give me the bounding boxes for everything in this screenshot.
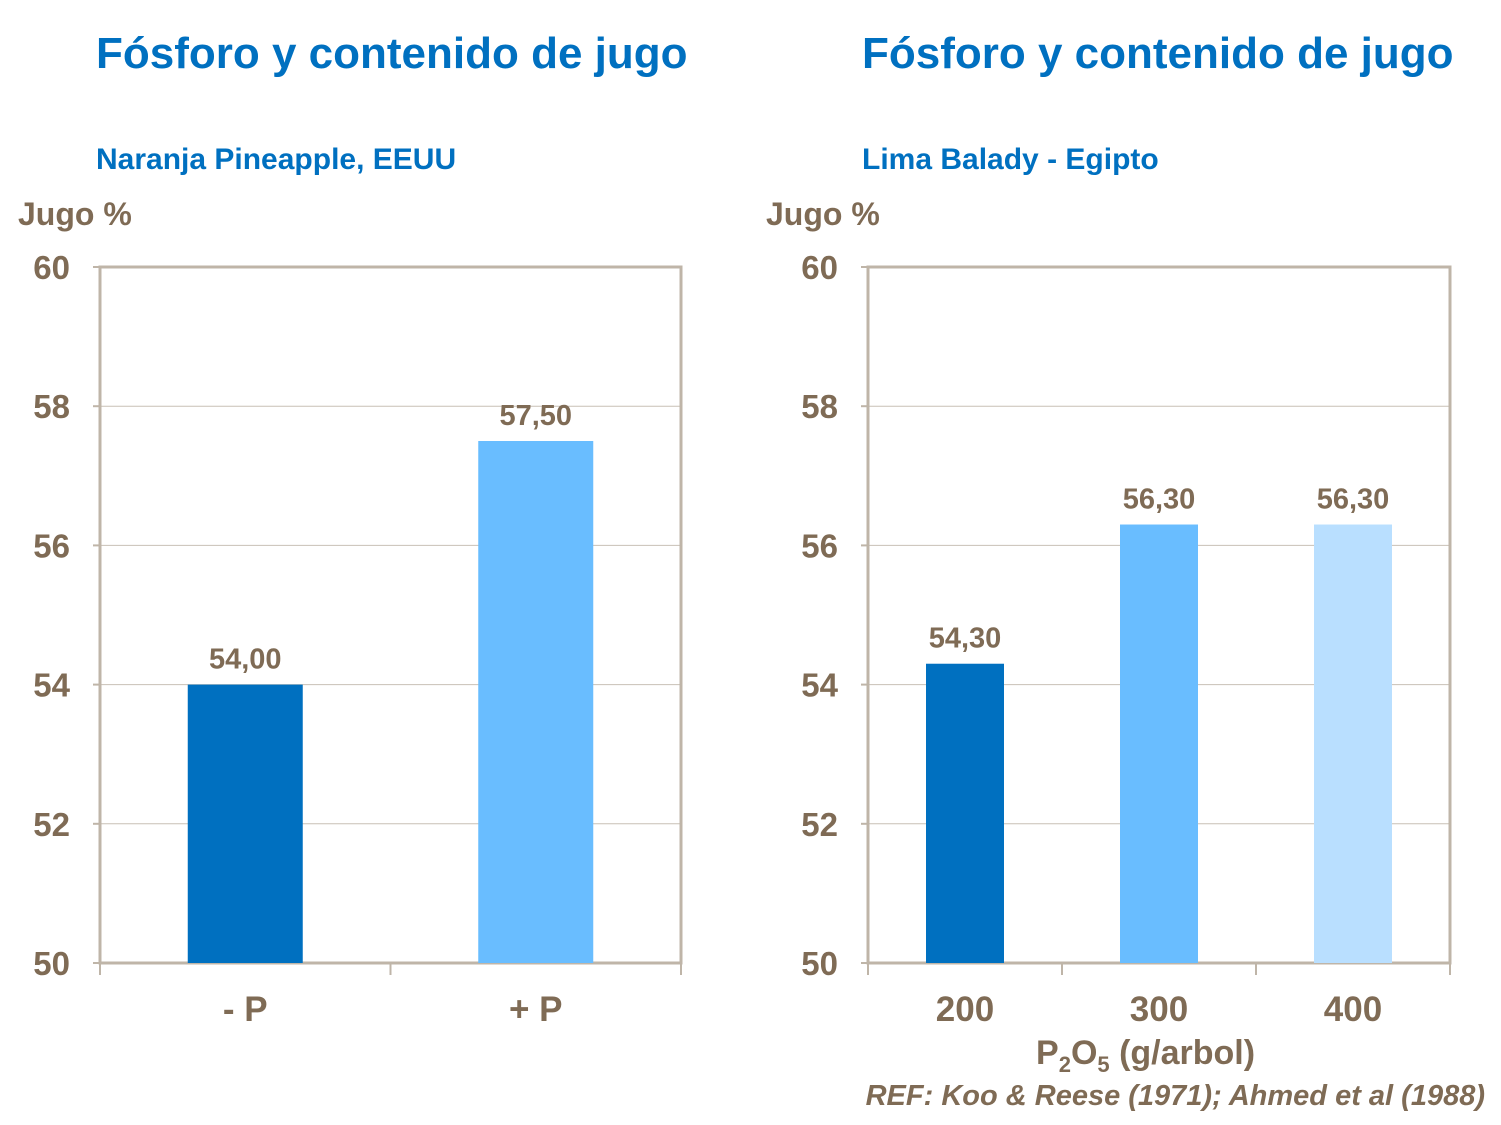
left-bar <box>478 441 594 963</box>
left-data-label: 54,00 <box>209 644 282 676</box>
left-y-tick-label: 56 <box>33 527 70 564</box>
left-plot-frame <box>98 265 683 965</box>
right-x-tick-label: 300 <box>1130 990 1188 1029</box>
left-y-tick-label: 52 <box>33 806 70 843</box>
right-x-tick-label: 400 <box>1324 990 1382 1029</box>
left-bar <box>187 684 303 963</box>
left-y-axis-label: Jugo % <box>18 196 132 232</box>
right-data-label: 56,30 <box>1123 484 1196 516</box>
left-y-tick-label: 50 <box>33 945 70 982</box>
left-y-tick-label: 60 <box>33 249 70 286</box>
left-y-tick-label: 54 <box>33 667 70 704</box>
right-bar <box>1314 524 1392 963</box>
right-y-tick-label: 60 <box>801 249 838 286</box>
left-data-label: 57,50 <box>499 400 572 432</box>
right-chart-title: Fósforo y contenido de jugo <box>862 29 1454 78</box>
x-title-sub2: 5 <box>1097 1051 1110 1077</box>
reference-note: REF: Koo & Reese (1971); Ahmed et al (19… <box>865 1080 1485 1112</box>
right-bar <box>1120 524 1198 963</box>
x-title-sub1: 2 <box>1058 1051 1071 1077</box>
x-title-o: O <box>1070 1034 1098 1072</box>
right-x-tick-label: 200 <box>936 990 994 1029</box>
right-chart-subtitle: Lima Balady - Egipto <box>862 143 1159 176</box>
right-y-tick-label: 50 <box>801 945 838 982</box>
left-x-tick-label: + P <box>509 990 563 1029</box>
left-chart-title: Fósforo y contenido de jugo <box>96 29 688 78</box>
right-y-axis-label: Jugo % <box>766 196 880 232</box>
right-y-tick-label: 56 <box>801 527 838 564</box>
right-bar <box>926 663 1004 963</box>
right-data-label: 56,30 <box>1317 484 1390 516</box>
right-y-tick-label: 52 <box>801 806 838 843</box>
right-data-label: 54,30 <box>929 623 1002 655</box>
right-y-tick-label: 58 <box>801 388 838 425</box>
x-title-p: P <box>1036 1034 1059 1072</box>
right-x-axis-title: P2O5 (g/arbol) <box>1036 1034 1255 1078</box>
right-y-tick-label: 54 <box>801 667 838 704</box>
left-y-tick-label: 58 <box>33 388 70 425</box>
left-x-tick-label: - P <box>223 990 268 1029</box>
left-chart-subtitle: Naranja Pineapple, EEUU <box>96 143 457 176</box>
x-title-rest: (g/arbol) <box>1109 1034 1256 1072</box>
